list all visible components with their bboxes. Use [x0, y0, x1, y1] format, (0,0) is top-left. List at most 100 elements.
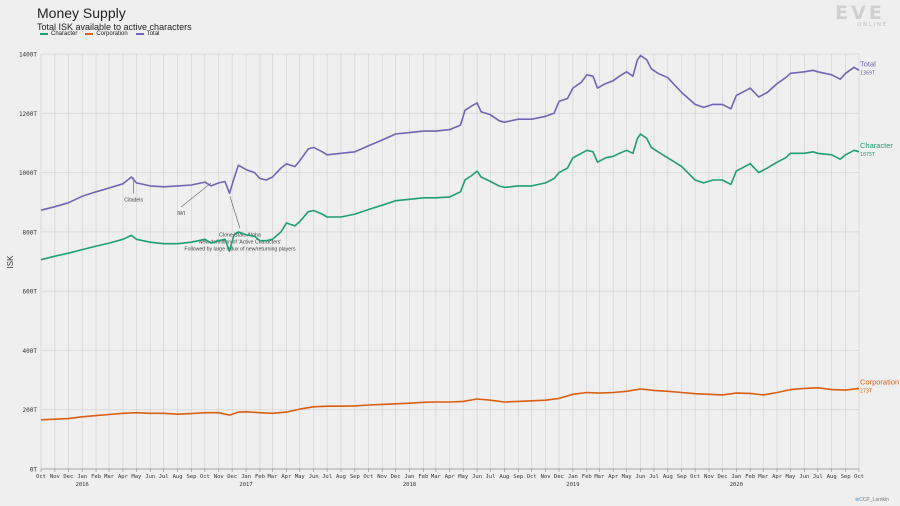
x-tick-label: Jul	[649, 474, 659, 480]
end-value-corporation: 273T	[860, 388, 872, 394]
x-tick-label: Jan	[568, 474, 578, 480]
x-tick-label: Dec	[717, 474, 727, 480]
x-tick-label: Dec	[554, 474, 564, 480]
x-tick-label: May	[131, 474, 142, 480]
x-tick-label: Sep	[350, 474, 360, 480]
series-line-corporation	[40, 387, 860, 421]
x-tick-label: Jan	[405, 474, 415, 480]
series-line-total	[40, 54, 860, 211]
x-tick-label: Jan	[241, 474, 251, 480]
x-year-label: 2019	[566, 482, 579, 488]
x-tick-label: Aug	[499, 474, 509, 480]
x-tick-label: May	[295, 474, 306, 480]
y-tick-label: 600T	[23, 289, 38, 296]
y-tick-label: 1400T	[19, 52, 37, 59]
x-tick-label: Apr	[118, 474, 129, 480]
end-value-total: 1369T	[860, 70, 875, 76]
x-tick-label: Sep	[677, 474, 687, 480]
logo-subtext: ONLINE	[857, 22, 888, 28]
y-tick-label: 800T	[23, 229, 38, 236]
x-tick-label: Feb	[582, 474, 592, 480]
x-tick-label: Jan	[731, 474, 741, 480]
x-tick-label: Oct	[200, 474, 210, 480]
x-tick-label: Apr	[445, 474, 456, 480]
series-lines	[40, 54, 860, 421]
author-credit-text: CCP_Larrikin	[859, 497, 889, 503]
x-tick-label: Apr	[608, 474, 619, 480]
x-tick-label: Dec	[391, 474, 401, 480]
x-year-label: 2020	[730, 482, 743, 488]
x-tick-label: Aug	[336, 474, 346, 480]
x-tick-label: Dec	[63, 474, 73, 480]
x-tick-label: Mar	[594, 474, 605, 480]
legend-label-corporation: Corporation	[96, 31, 128, 37]
y-tick-label: 1000T	[19, 170, 37, 177]
chart-subtitle: Total ISK available to active characters	[37, 22, 192, 32]
x-tick-label: Aug	[173, 474, 183, 480]
x-tick-label: May	[458, 474, 469, 480]
x-year-label: 2016	[76, 482, 89, 488]
annotation-text: Clone State Alpha	[219, 232, 261, 238]
legend-label-total: Total	[146, 31, 160, 37]
x-tick-label: Jul	[159, 474, 169, 480]
x-tick-label: Jun	[636, 474, 646, 480]
legend-item-total: Total	[135, 31, 160, 37]
x-tick-label: Sep	[513, 474, 523, 480]
x-tick-label: Jul	[486, 474, 496, 480]
x-year-label: 2017	[239, 482, 252, 488]
x-tick-label: Mar	[431, 474, 442, 480]
x-tick-label: Mar	[104, 474, 115, 480]
series-line-character	[40, 133, 860, 261]
end-label-character: Character	[860, 141, 893, 150]
x-tick-label: Jul	[813, 474, 823, 480]
x-tick-label: Jun	[145, 474, 155, 480]
x-tick-label: Aug	[663, 474, 673, 480]
x-tick-label: Oct	[854, 474, 864, 480]
x-tick-label: Apr	[772, 474, 783, 480]
author-credit: ⊕CCP_Larrikin	[855, 497, 889, 503]
x-tick-label: Nov	[214, 474, 225, 480]
annotation-leader	[229, 196, 241, 229]
x-tick-label: Oct	[36, 474, 46, 480]
y-tick-label: 0T	[30, 467, 38, 474]
end-label-corporation: Corporation	[860, 377, 899, 386]
x-tick-label: Mar	[268, 474, 279, 480]
y-tick-label: 1200T	[19, 111, 37, 118]
x-tick-label: Sep	[186, 474, 196, 480]
legend-item-corporation: Corporation	[85, 31, 128, 37]
x-tick-label: Nov	[377, 474, 388, 480]
grid	[40, 53, 860, 470]
x-tick-label: Sep	[841, 474, 851, 480]
annotation-text: Followed by large influx of new/returnin…	[184, 246, 295, 252]
x-tick-label: May	[786, 474, 797, 480]
end-value-character: 1075T	[860, 152, 875, 158]
x-tick-label: Aug	[827, 474, 837, 480]
legend-swatch-corporation	[85, 33, 94, 35]
legend: Character Corporation Total	[40, 31, 159, 37]
end-label-total: Total	[860, 59, 876, 68]
annotation-text: New definition of 'Active Characters'	[199, 239, 282, 245]
x-tick-label: Feb	[91, 474, 101, 480]
x-tick-label: Oct	[690, 474, 700, 480]
x-tick-label: Feb	[418, 474, 428, 480]
legend-swatch-total	[135, 33, 144, 35]
legend-swatch-character	[40, 33, 48, 35]
x-year-label: 2018	[403, 482, 416, 488]
x-tick-label: Jul	[322, 474, 332, 480]
twitter-icon: ⊕	[855, 497, 860, 503]
x-tick-label: Feb	[745, 474, 755, 480]
x-tick-label: Jun	[472, 474, 482, 480]
x-tick-label: Mar	[758, 474, 769, 480]
y-axis-label: ISK	[6, 255, 15, 269]
x-tick-label: Jun	[309, 474, 319, 480]
annotation-text: Citadels	[124, 198, 143, 204]
eve-online-logo: EVE ONLINE	[832, 2, 888, 28]
y-tick-label: 400T	[23, 348, 38, 355]
logo-text: EVE	[835, 2, 885, 24]
x-tick-label: Jan	[77, 474, 87, 480]
annotation-text: IWI	[177, 211, 185, 217]
x-tick-label: Nov	[541, 474, 552, 480]
